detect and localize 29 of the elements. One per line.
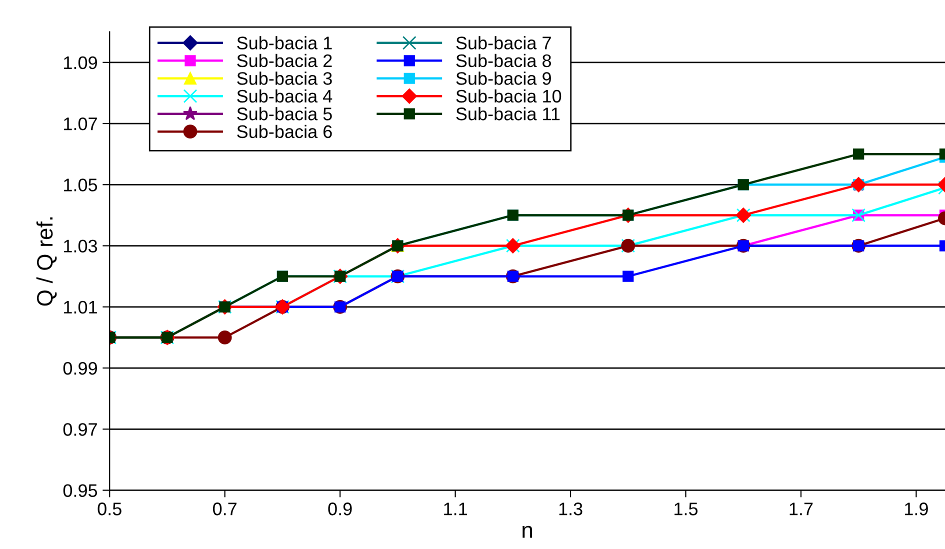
y-tick-label: 1.07	[64, 117, 97, 130]
x-tick-label: 1.3	[559, 502, 582, 516]
x-tick-label: 0.5	[98, 502, 122, 516]
legend-label: Sub-bacia 7	[456, 36, 551, 50]
legend-label: Sub-bacia 11	[456, 107, 560, 120]
y-tick-label: 1.03	[64, 240, 98, 252]
y-tick-label: 0.97	[63, 423, 97, 436]
legend-label: Sub-bacia 10	[456, 89, 562, 103]
legend-label: Sub-bacia 2	[237, 54, 332, 68]
x-tick-label: 0.9	[328, 502, 352, 516]
y-tick-label: 1.09	[64, 56, 97, 70]
legend-label: Sub-bacia 6	[237, 124, 332, 138]
legend-label: Sub-bacia 1	[237, 36, 332, 50]
legend-label: Sub-bacia 5	[237, 107, 332, 120]
x-tick-label: 1.5	[674, 502, 698, 516]
x-tick-label: 1.9	[905, 502, 928, 516]
x-tick-label: 1.1	[444, 502, 467, 516]
x-tick-label: 0.7	[213, 502, 236, 516]
legend-label: Sub-bacia 8	[456, 54, 551, 68]
x-axis-title: n	[522, 526, 532, 538]
legend-label: Sub-bacia 3	[237, 72, 332, 85]
y-axis-title: Q / Q ref.	[36, 217, 57, 306]
y-tick-label: 0.95	[63, 484, 98, 497]
y-tick-label: 0.99	[63, 362, 97, 375]
y-tick-label: 1.05	[64, 178, 98, 192]
y-tick-label: 1.01	[64, 300, 97, 314]
legend-label: Sub-bacia 4	[237, 89, 332, 103]
legend-label: Sub-bacia 9	[456, 72, 551, 85]
x-tick-label: 1.7	[790, 502, 813, 516]
